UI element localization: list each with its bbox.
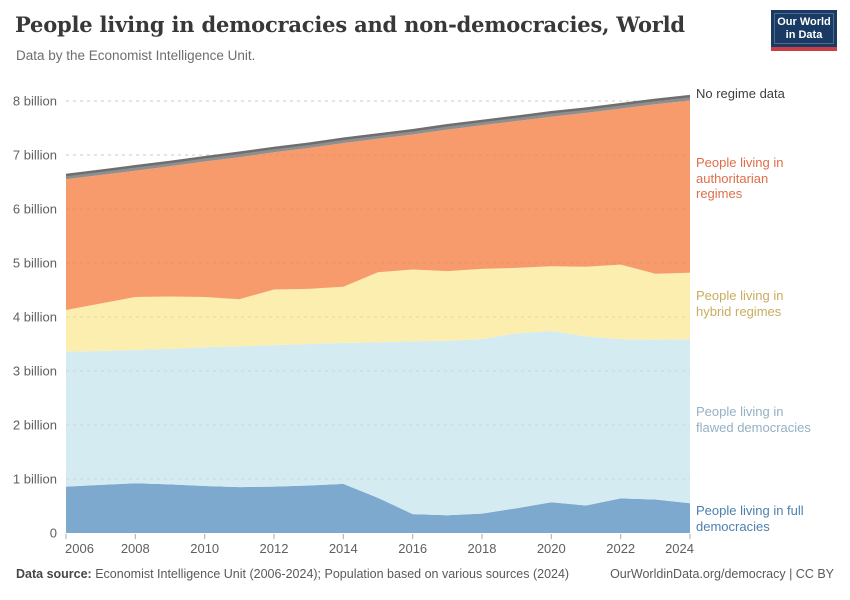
area-hybrid_regimes[interactable] <box>66 264 690 352</box>
series-label-authoritarian_regimes: People living in authoritarian regimes <box>696 155 784 201</box>
owid-logo-line2: in Data <box>785 28 823 41</box>
area-flawed_democracies[interactable] <box>66 331 690 516</box>
y-axis: 0 1 billion 2 billion 3 billion 4 billion 5 b… <box>13 94 57 541</box>
chart-area: 0 1 billion 2 billion 3 billion 4 billion 5 b… <box>0 80 850 560</box>
license-note: OurWorldinData.org/democracy | CC BY <box>610 567 834 581</box>
y-tick-label: 5 billion <box>13 256 57 271</box>
x-tick-label: 2008 <box>121 541 150 556</box>
series-label-hybrid_regimes: People living in hybrid regimes <box>696 288 784 319</box>
y-tick-label: 2 billion <box>13 418 57 433</box>
area-full_democracies[interactable] <box>66 483 690 533</box>
data-source-label: Data source: <box>16 567 92 581</box>
x-tick-label: 2006 <box>65 541 94 556</box>
x-tick-label: 2016 <box>398 541 427 556</box>
y-tick-label: 6 billion <box>13 202 57 217</box>
y-tick-label: 1 billion <box>13 472 57 487</box>
series-label-full_democracies: People living in full democracies <box>696 503 804 534</box>
footer: Data source: Economist Intelligence Unit… <box>16 567 834 581</box>
stacked-areas <box>66 96 690 533</box>
owid-url-link[interactable]: OurWorldinData.org/democracy <box>610 567 786 581</box>
series-label-flawed_democracies: People living in flawed democracies <box>696 404 811 435</box>
total-population-line <box>65 94 691 177</box>
series-label-no_regime_data: No regime data <box>696 86 785 101</box>
owid-logo[interactable]: Our World in Data <box>771 10 837 51</box>
x-tick-label: 2010 <box>190 541 219 556</box>
page-title: People living in democracies and non-dem… <box>15 12 685 37</box>
y-tick-label: 0 <box>50 526 57 541</box>
y-tick-label: 7 billion <box>13 148 57 163</box>
x-tick-label: 2020 <box>537 541 566 556</box>
x-tick-label: 2024 <box>665 541 694 556</box>
x-tick-label: 2022 <box>606 541 635 556</box>
x-tick-label: 2018 <box>468 541 497 556</box>
data-source-text: Economist Intelligence Unit (2006-2024);… <box>91 567 570 581</box>
area-authoritarian_regimes[interactable] <box>66 100 690 311</box>
x-tick-label: 2014 <box>329 541 358 556</box>
stacked-area-chart[interactable]: 0 1 billion 2 billion 3 billion 4 billion 5 b… <box>0 80 850 560</box>
chart-subtitle: Data by the Economist Intelligence Unit. <box>16 48 256 63</box>
x-axis: 2006 2008 2010 2012 2014 2016 2018 2020 2022 2024 <box>65 534 694 556</box>
license-text: | CC BY <box>785 567 834 581</box>
y-tick-label: 8 billion <box>13 94 57 109</box>
y-tick-label: 4 billion <box>13 310 57 325</box>
gridlines-overlay <box>66 100 690 480</box>
area-no_regime_data[interactable] <box>66 96 690 180</box>
x-tick-label: 2012 <box>260 541 289 556</box>
y-tick-label: 3 billion <box>13 364 57 379</box>
owid-logo-line1: Our World <box>777 16 831 28</box>
data-source-note: Data source: Economist Intelligence Unit… <box>16 567 569 581</box>
